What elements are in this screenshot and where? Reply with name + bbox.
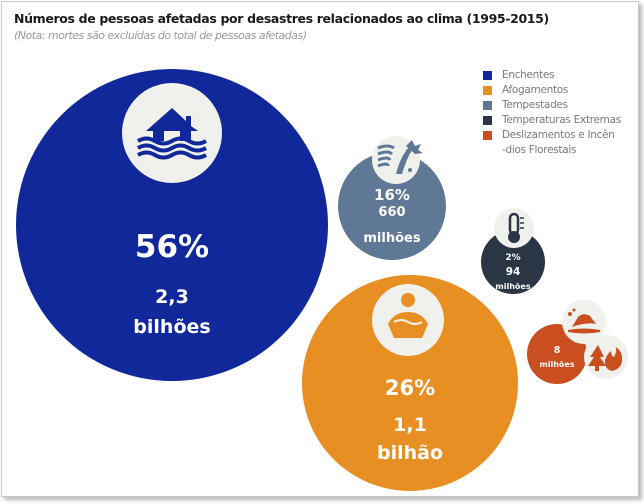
percent-label: 26% [385,376,435,400]
legend-label: Deslizamentos e Incên -dios Florestais [502,129,615,156]
value-label: 660 [378,205,405,220]
chart-title: Números de pessoas afetadas por desastre… [14,11,549,26]
value-label: 8 [554,345,561,356]
bubble-1: 56% 2,3 bilhões [16,69,328,381]
value-label: 94 [506,266,521,278]
legend-label: Tempestades [502,99,568,111]
wildfire-icon [584,335,628,379]
landslide-icon [562,300,606,344]
value-label: 2,3 [155,286,189,308]
legend-swatch [483,71,492,80]
legend-item-afogamentos: Afogamentos [481,83,644,98]
legend-swatch [483,86,492,95]
legend-item-deslizamentos: Deslizamentos e Incên -dios Florestais [481,128,644,158]
unit-label: milhões [363,231,420,246]
bubble-4: 2% 94 milhões [481,208,545,294]
thermometer-icon [494,208,534,248]
unit-label: milhões [495,282,530,291]
unit-label: bilhões [133,316,210,338]
legend: Enchentes Afogamentos Tempestades Temper… [481,68,644,158]
percent-label: 16% [374,186,410,204]
legend-swatch [483,116,492,125]
legend-item-tempestades: Tempestades [481,98,644,113]
storm-wind-tree-icon [372,136,423,184]
value-label: 1,1 [393,414,427,436]
bubble-circle [16,69,328,381]
unit-label: milhões [539,360,574,369]
legend-label: Temperaturas Extremas [502,114,621,126]
bubble-circle [481,230,545,294]
legend-label: Enchentes [502,69,555,81]
legend-swatch [483,101,492,110]
bubble-circle [302,275,518,491]
legend-item-enchentes: Enchentes [481,68,644,83]
chart-subtitle: (Nota: mortes são excluídas do total de … [14,29,307,42]
percent-label: 2% [505,253,520,263]
legend-item-temperaturas: Temperaturas Extremas [481,113,644,128]
drowning-person-icon [372,284,444,356]
bubble-3: 16%660 milhões [338,136,446,260]
bubble-circle [338,152,446,260]
legend-label: Afogamentos [502,84,569,96]
flooded-house-icon [122,83,222,183]
percent-label: 56% [135,229,209,265]
bubble-2: 26% 1,1 bilhão [302,275,518,491]
unit-label: bilhão [377,442,443,464]
legend-swatch [483,131,492,140]
